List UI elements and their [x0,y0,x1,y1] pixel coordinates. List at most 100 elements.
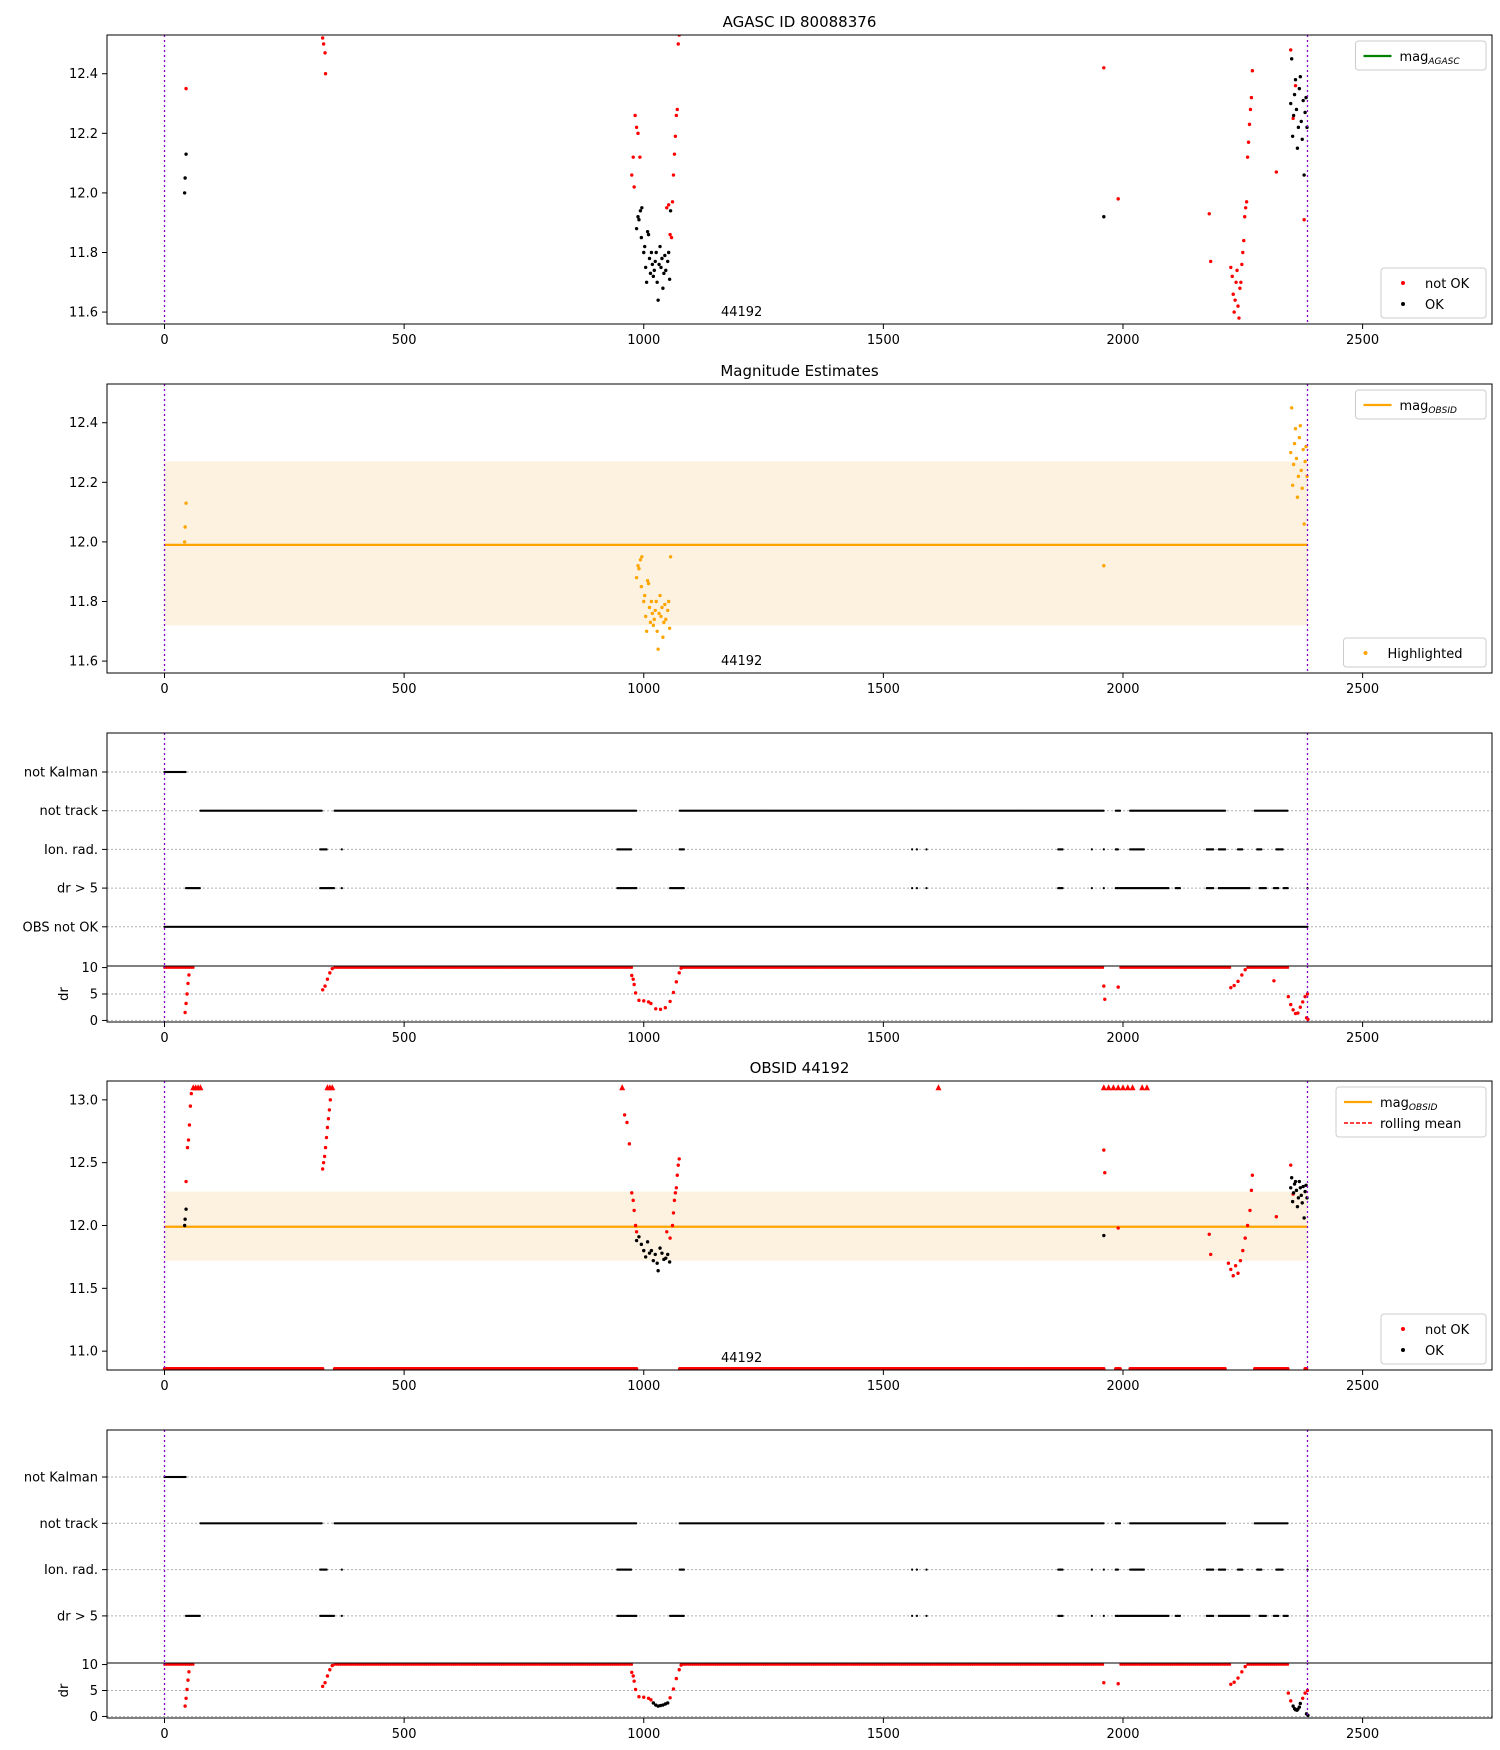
data-point [1291,1008,1295,1012]
dr-saturated-point [417,966,421,969]
dr-saturated-point [706,966,710,969]
data-point [660,256,664,261]
data-point [1102,66,1106,70]
dr-saturated-point [892,966,896,969]
data-point [642,599,646,604]
dr-saturated-point [546,966,549,969]
dr-saturated-point [861,966,865,969]
dr-saturated-point [188,966,191,969]
dr-saturated-point [415,966,419,969]
dr-saturated-point [819,966,823,969]
dr-saturated-point [536,966,540,969]
data-point [674,113,679,118]
legend-label: rolling mean [1380,1117,1461,1132]
dr-saturated-point [1252,966,1255,969]
dr-saturated-point [1030,966,1034,969]
category-label: not track [39,804,98,819]
data-point [1303,459,1307,464]
dr-saturated-point [1280,966,1284,969]
data-point [639,1242,644,1247]
dr-saturated-point [630,966,634,969]
dr-saturated-point [1007,966,1011,969]
data-point [1301,1000,1305,1004]
data-point [1208,1252,1213,1257]
data-point [1289,1002,1293,1007]
category-label: not Kalman [24,766,98,781]
data-point [186,1138,191,1142]
dr-saturated-point [953,966,957,969]
dr-saturated-point [1034,966,1038,969]
data-point [1249,95,1254,100]
dr-saturated-point [817,966,821,969]
data-point [625,1120,629,1125]
dr-saturated-point [1248,966,1251,969]
dr-saturated-point [873,966,877,969]
data-point [664,1256,668,1260]
dr-saturated-point [1045,966,1049,969]
dr-saturated-point [530,966,534,969]
dr-saturated-point [1153,966,1157,969]
dr-saturated-point [505,966,509,969]
x-tick-label: 2500 [1346,333,1379,348]
dr-saturated-point [716,966,719,969]
data-point [1102,564,1106,568]
dr-saturated-point [167,966,170,969]
dr-saturated-point [741,966,744,969]
dr-saturated-point [833,966,836,969]
data-point [325,977,330,981]
legend-subscript: AGASC [1427,57,1460,67]
dr-saturated-point [961,966,965,969]
x-tick-label: 2000 [1106,333,1139,348]
data-point [658,1246,662,1250]
dr-saturated-point [440,966,444,969]
data-point [640,206,644,210]
dr-saturated-point [1255,966,1259,969]
data-point [1102,984,1106,988]
dr-saturated-point [808,966,811,969]
dr-saturated-point [484,966,488,969]
dr-saturated-point [952,966,955,969]
chart-title: OBSID 44192 [750,1059,850,1077]
dr-saturated-point [708,966,712,969]
dr-saturated-point [1257,966,1261,969]
dr-saturated-point [1157,966,1161,969]
data-point [328,1098,333,1102]
dr-saturated-point [687,966,691,969]
data-point [1116,1226,1120,1230]
dr-saturated-point [511,966,515,969]
data-point [1296,1011,1300,1015]
data-point [673,134,678,138]
dr-saturated-point [812,966,815,969]
dr-saturated-point [1199,966,1203,969]
dr-saturated-point [1167,966,1170,969]
dr-saturated-point [1172,966,1176,969]
dr-saturated-point [854,966,857,969]
flag-point [1167,887,1170,890]
flag-point [1306,925,1309,928]
dr-saturated-point [419,966,423,969]
dr-saturated-point [563,966,566,969]
dr-saturated-point [434,966,438,969]
data-point [1293,1179,1298,1184]
data-point [1237,316,1241,320]
data-point [642,250,646,255]
data-point [328,971,332,975]
data-point [1290,134,1295,138]
data-point [1236,979,1240,984]
data-point [1290,1199,1295,1204]
data-point [667,626,672,631]
data-point [1243,967,1247,972]
dr-saturated-point [921,966,924,969]
data-point [637,218,641,222]
dr-saturated-point [867,966,871,969]
data-point [638,155,642,159]
dr-saturated-point [764,966,767,969]
dr-saturated-point [373,966,377,969]
dr-saturated-point [685,966,689,969]
legend-subscript: OBSID [1409,1103,1438,1113]
dr-saturated-point [180,966,184,969]
dr-saturated-point [459,966,463,969]
dr-saturated-point [1051,966,1055,969]
data-point [665,1230,669,1234]
